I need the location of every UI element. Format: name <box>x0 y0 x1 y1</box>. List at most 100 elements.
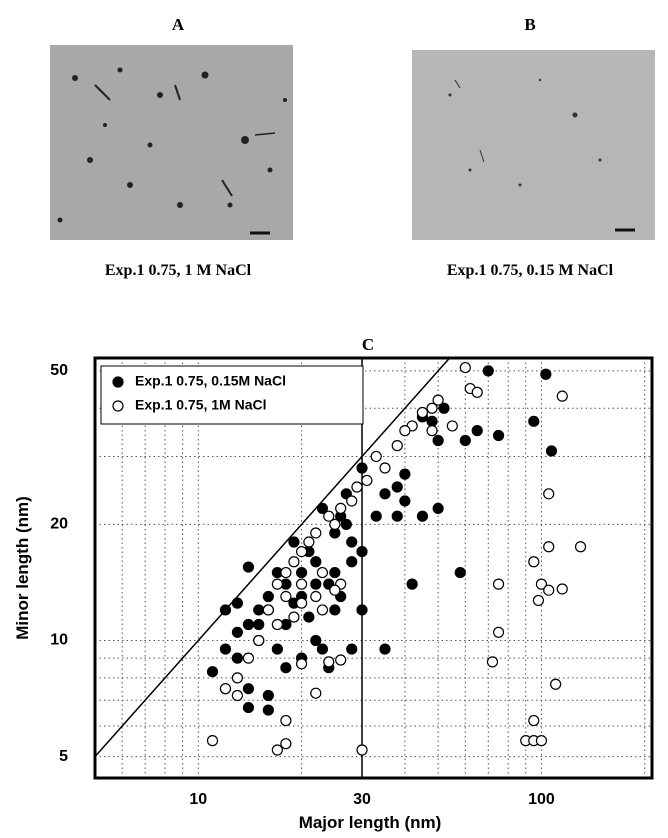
point <box>242 561 255 573</box>
point <box>219 683 232 695</box>
point <box>540 368 552 380</box>
legend-label: Exp.1 0.75, 0.15M NaCl <box>135 373 286 389</box>
point <box>295 566 308 579</box>
point <box>426 415 438 427</box>
point <box>242 618 255 631</box>
point <box>356 462 368 474</box>
panel-caption: Exp.1 0.75, 0.15 M NaCl <box>447 262 614 279</box>
point <box>253 604 265 616</box>
point <box>206 735 219 747</box>
point <box>271 744 283 756</box>
point <box>379 488 391 500</box>
point <box>280 566 292 579</box>
point <box>416 510 429 522</box>
panel-caption: Exp.1 0.75, 1 M NaCl <box>105 262 252 279</box>
point <box>310 687 322 699</box>
point <box>242 701 255 714</box>
point <box>295 545 308 558</box>
point <box>329 604 341 616</box>
point <box>426 425 438 437</box>
point <box>253 618 265 631</box>
point <box>295 597 308 609</box>
point <box>329 584 341 596</box>
point <box>528 714 540 727</box>
point <box>391 510 403 522</box>
point <box>471 386 483 398</box>
panel-label: A <box>172 15 185 34</box>
point <box>262 704 274 716</box>
point <box>351 481 363 493</box>
point <box>543 488 555 500</box>
point <box>262 604 274 616</box>
point <box>335 502 347 515</box>
point <box>438 402 450 414</box>
point <box>556 390 568 402</box>
legend-marker <box>112 376 124 388</box>
y-axis-title: Minor length (nm) <box>13 496 32 640</box>
point <box>310 527 322 539</box>
point <box>271 578 283 590</box>
point <box>231 626 243 638</box>
point <box>446 420 458 432</box>
point <box>492 626 505 638</box>
point <box>288 536 300 548</box>
point <box>379 462 391 474</box>
point <box>528 415 540 427</box>
point <box>231 597 243 609</box>
point <box>486 656 499 668</box>
point <box>535 735 548 747</box>
point <box>316 502 329 515</box>
point <box>543 584 555 596</box>
point <box>356 744 368 756</box>
point <box>379 643 391 655</box>
point <box>303 536 315 548</box>
point <box>288 611 300 623</box>
point <box>329 566 341 579</box>
point <box>432 434 444 447</box>
point <box>370 510 382 522</box>
point <box>550 678 562 690</box>
point <box>316 643 329 655</box>
point <box>340 518 352 530</box>
point <box>295 658 308 670</box>
point <box>280 662 292 674</box>
x-axis-title: Major length (nm) <box>299 813 442 832</box>
micrograph-a <box>50 45 293 240</box>
point <box>323 510 335 522</box>
point <box>482 365 494 377</box>
point <box>399 425 411 437</box>
point <box>262 590 274 603</box>
point <box>370 450 382 463</box>
point <box>556 583 568 595</box>
plot: 10 30 100 5 10 20 50 Exp.1 0.75, 0.15M NaCl Exp.… <box>50 356 654 808</box>
legend-label: Exp.1 0.75, 1M NaCl <box>135 397 267 413</box>
point <box>231 689 243 702</box>
y-tick-label: 10 <box>50 632 68 649</box>
point <box>242 683 255 695</box>
point <box>361 474 373 487</box>
point <box>231 652 243 664</box>
point <box>262 689 274 702</box>
point <box>310 590 322 603</box>
point <box>288 556 300 568</box>
point <box>219 604 232 616</box>
point <box>280 714 292 727</box>
point <box>303 611 315 623</box>
point <box>316 566 329 579</box>
point <box>459 361 471 374</box>
point <box>280 738 292 750</box>
point <box>432 502 444 515</box>
micrograph-b <box>412 50 655 240</box>
legend-marker <box>112 400 124 412</box>
x-tick-label: 10 <box>189 791 207 808</box>
point <box>528 556 540 568</box>
point <box>310 556 322 568</box>
point <box>346 536 358 548</box>
point <box>346 495 358 507</box>
point <box>492 578 505 590</box>
point <box>329 518 341 530</box>
point <box>432 394 444 406</box>
point <box>271 618 283 631</box>
